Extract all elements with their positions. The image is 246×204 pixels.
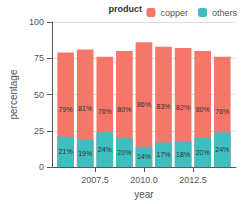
svg-text:copper: copper (160, 8, 188, 18)
svg-text:0: 0 (39, 162, 44, 172)
svg-text:2012.5: 2012.5 (179, 175, 207, 185)
svg-text:percentage: percentage (8, 69, 19, 119)
svg-text:18%: 18% (176, 151, 190, 158)
svg-text:100: 100 (29, 17, 44, 27)
svg-text:others: others (212, 8, 238, 18)
svg-text:year: year (134, 189, 154, 200)
svg-text:82%: 82% (176, 104, 190, 111)
svg-text:2010.0: 2010.0 (130, 175, 158, 185)
svg-text:2007.5: 2007.5 (81, 175, 109, 185)
svg-text:24%: 24% (98, 146, 112, 153)
svg-text:product: product (109, 4, 143, 14)
svg-text:86%: 86% (137, 101, 151, 108)
svg-text:76%: 76% (215, 108, 229, 115)
svg-text:20%: 20% (196, 149, 210, 156)
svg-text:17%: 17% (157, 151, 171, 158)
svg-text:21%: 21% (59, 148, 73, 155)
svg-text:75: 75 (34, 53, 44, 63)
svg-text:81%: 81% (78, 105, 92, 112)
svg-text:20%: 20% (117, 149, 131, 156)
svg-text:19%: 19% (78, 150, 92, 157)
svg-text:25: 25 (34, 126, 44, 136)
svg-text:80%: 80% (117, 106, 131, 113)
svg-text:50: 50 (34, 90, 44, 100)
svg-text:24%: 24% (215, 146, 229, 153)
svg-text:79%: 79% (59, 106, 73, 113)
svg-text:80%: 80% (196, 106, 210, 113)
svg-text:14%: 14% (137, 153, 151, 160)
svg-text:76%: 76% (98, 108, 112, 115)
svg-text:83%: 83% (157, 103, 171, 110)
